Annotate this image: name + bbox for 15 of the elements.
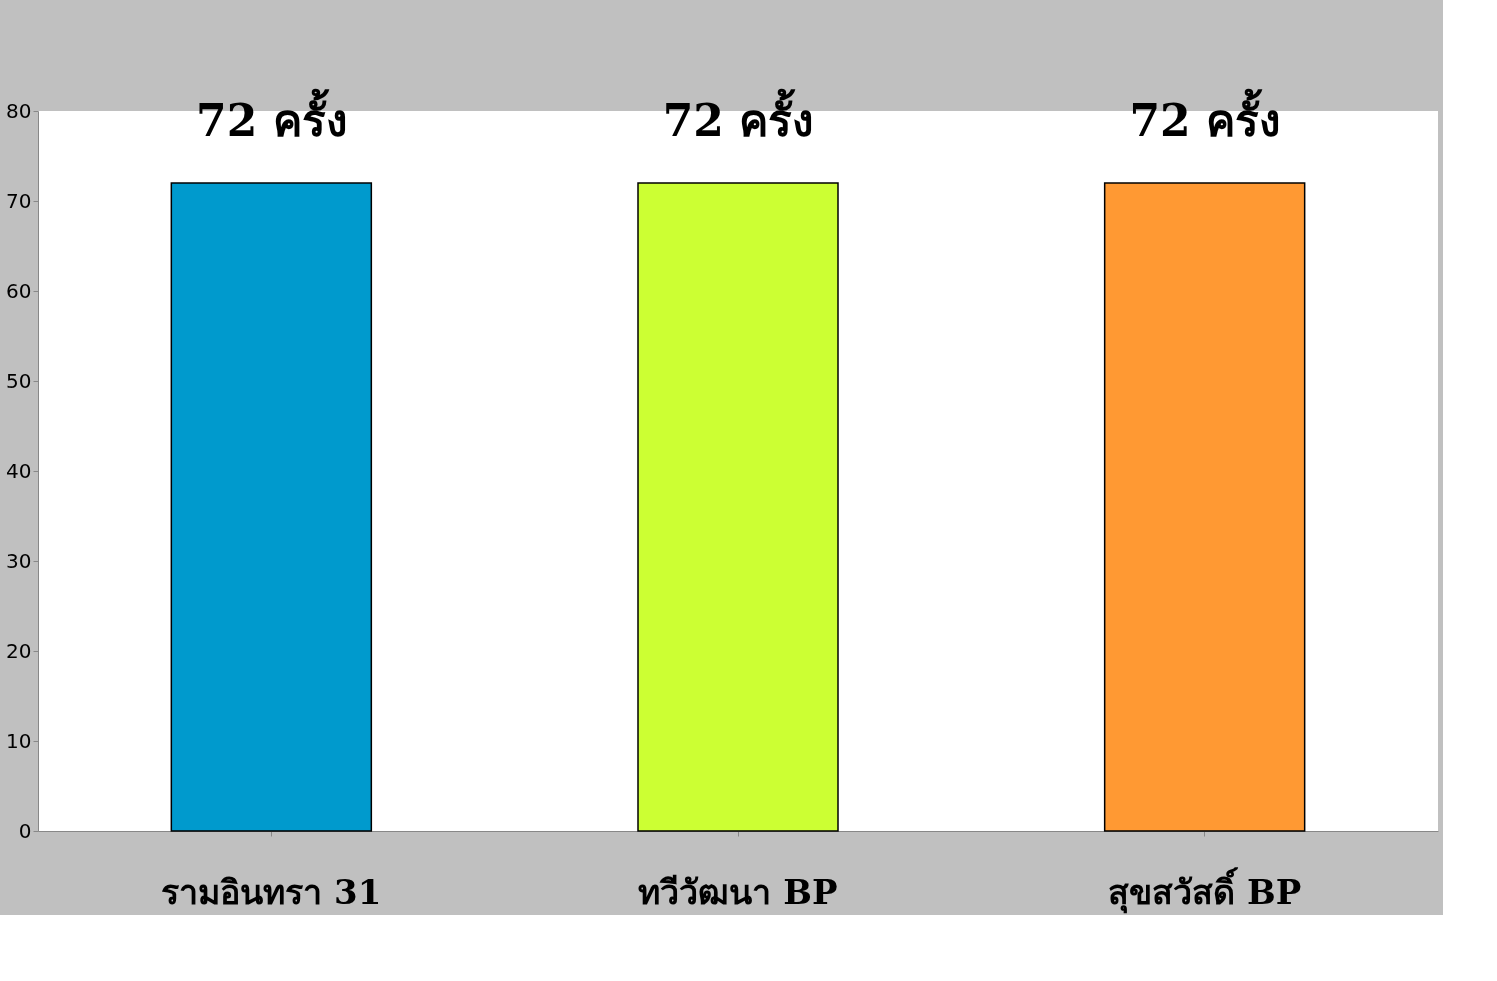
x-tick-label: ทวีวัฒนา BP (638, 871, 838, 912)
y-tick-label: 80 (6, 98, 32, 123)
y-tick-label: 10 (6, 728, 32, 753)
data-label: 72 ครั้ง (1129, 88, 1280, 146)
y-tick-label: 0 (18, 818, 32, 843)
y-tick-label: 50 (6, 368, 32, 393)
x-tick-label: รามอินทรา 31 (161, 871, 382, 912)
x-tick-label: สุขสวัสดิ์ BP (1108, 866, 1302, 914)
data-label: 72 ครั้ง (662, 88, 814, 146)
data-label: 72 ครั้ง (196, 88, 347, 146)
y-tick-label: 60 (6, 278, 32, 303)
y-tick-label: 30 (6, 548, 32, 573)
y-tick-label: 40 (6, 458, 32, 483)
y-tick-label: 70 (6, 188, 32, 213)
y-tick-label: 20 (6, 638, 32, 663)
